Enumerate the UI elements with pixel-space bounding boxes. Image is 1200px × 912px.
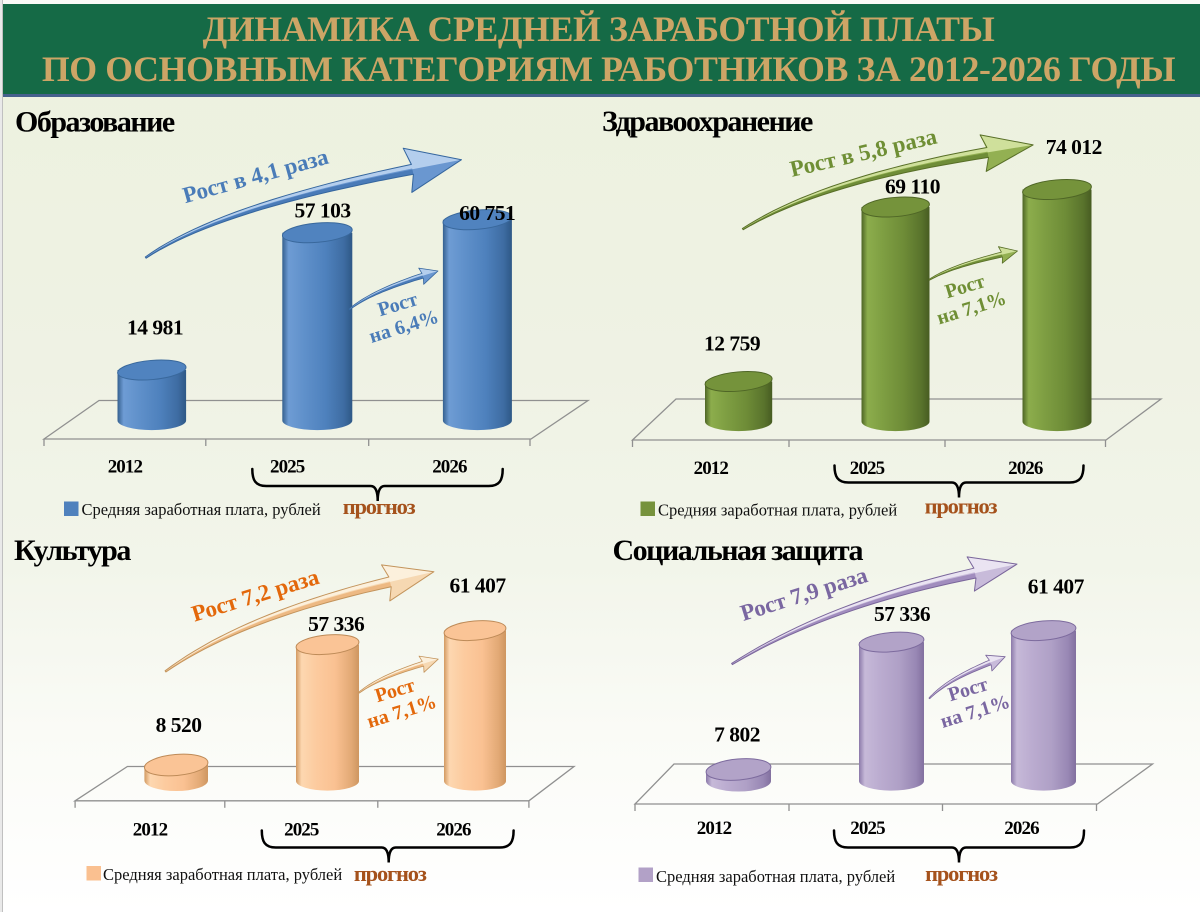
svg-text:прогноз: прогноз <box>354 861 427 886</box>
svg-text:8 520: 8 520 <box>156 713 202 737</box>
svg-text:2012: 2012 <box>697 818 732 839</box>
svg-text:2026: 2026 <box>1004 818 1039 839</box>
svg-text:прогноз: прогноз <box>343 494 416 519</box>
svg-text:2026: 2026 <box>436 820 471 841</box>
svg-text:Средняя заработная плата, рубл: Средняя заработная плата, рублей <box>103 865 342 884</box>
svg-text:2025: 2025 <box>850 818 885 839</box>
svg-text:Средняя заработная плата, рубл: Средняя заработная плата, рублей <box>658 501 897 520</box>
svg-text:2025: 2025 <box>850 458 885 479</box>
svg-text:14 981: 14 981 <box>127 315 183 339</box>
svg-text:2025: 2025 <box>284 820 319 841</box>
svg-text:12 759: 12 759 <box>704 331 760 355</box>
svg-text:61 407: 61 407 <box>449 574 506 598</box>
svg-text:Средняя заработная плата, рубл: Средняя заработная плата, рублей <box>82 500 321 519</box>
svg-text:74 012: 74 012 <box>1046 135 1102 159</box>
svg-text:2025: 2025 <box>270 457 305 478</box>
svg-text:60 751: 60 751 <box>459 201 515 225</box>
svg-text:прогноз: прогноз <box>925 861 998 886</box>
svg-text:прогноз: прогноз <box>925 494 998 519</box>
svg-text:2026: 2026 <box>432 457 467 478</box>
svg-text:2012: 2012 <box>694 458 729 479</box>
svg-text:Рост 7,2 раза: Рост 7,2 раза <box>189 564 323 627</box>
svg-text:2026: 2026 <box>1008 458 1043 479</box>
svg-text:57 103: 57 103 <box>294 199 351 223</box>
svg-text:Образование: Образование <box>15 106 175 139</box>
svg-text:Социальная защита: Социальная защита <box>613 534 864 567</box>
svg-text:Здравоохранение: Здравоохранение <box>602 105 813 138</box>
svg-text:Культура: Культура <box>14 534 131 567</box>
svg-text:69 110: 69 110 <box>885 175 940 199</box>
svg-text:2012: 2012 <box>108 457 143 478</box>
svg-text:2012: 2012 <box>133 820 168 841</box>
svg-text:57 336: 57 336 <box>308 612 365 636</box>
svg-text:57 336: 57 336 <box>874 602 931 626</box>
svg-text:61 407: 61 407 <box>1028 575 1085 599</box>
svg-text:Рост 7,9 раза: Рост 7,9 раза <box>737 562 871 626</box>
svg-text:7 802: 7 802 <box>714 723 760 747</box>
svg-text:Средняя заработная плата, рубл: Средняя заработная плата, рублей <box>656 867 895 886</box>
